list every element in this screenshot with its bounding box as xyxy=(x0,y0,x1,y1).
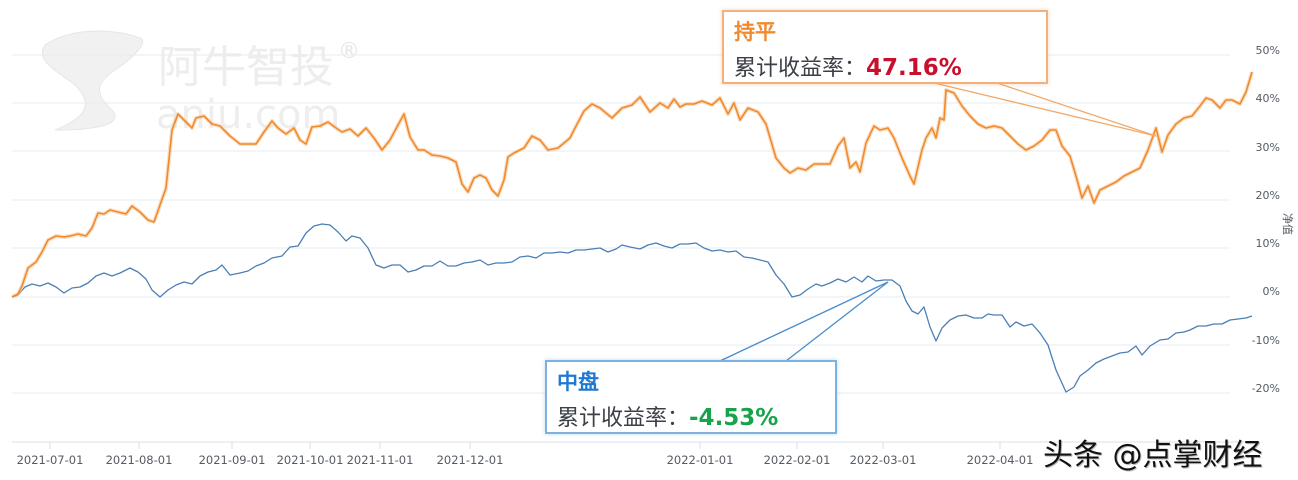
watermark-logo: 阿牛智投 ® aniu.com xyxy=(41,30,360,138)
source-credit: 头条 @点掌财经 xyxy=(1043,438,1263,473)
x-tick: 2021-11-01 xyxy=(347,453,414,467)
watermark-brand-en: aniu.com xyxy=(156,92,340,138)
callout-zhongpan: 中盘 累计收益率：-4.53% xyxy=(545,360,837,434)
x-axis xyxy=(49,442,1001,449)
y-axis-label: 净值 xyxy=(1281,213,1295,235)
callout-return-value: 47.16% xyxy=(866,55,962,81)
callout-pointer-blue xyxy=(719,281,889,362)
watermark-brand-cn: 阿牛智投 xyxy=(158,42,334,93)
x-tick: 2022-04-01 xyxy=(967,453,1034,467)
callout-chiping: 持平 累计收益率：47.16% xyxy=(722,10,1048,84)
y-tick: 20% xyxy=(1256,189,1280,202)
x-tick: 2022-01-01 xyxy=(667,453,734,467)
x-tick: 2021-08-01 xyxy=(106,453,173,467)
x-tick: 2022-03-01 xyxy=(850,453,917,467)
callout-return-row: 累计收益率：47.16% xyxy=(734,50,962,82)
series-line-chiping xyxy=(11,71,1253,298)
registered-mark: ® xyxy=(338,39,360,64)
y-tick: 0% xyxy=(1263,285,1280,298)
y-tick: -20% xyxy=(1252,382,1280,395)
callout-series-name: 中盘 xyxy=(557,370,599,394)
y-tick: 10% xyxy=(1256,237,1280,250)
callout-return-label: 累计收益率： xyxy=(557,406,690,431)
callout-series-name: 持平 xyxy=(734,20,776,44)
x-tick-labels: 2021-07-01 2021-08-01 2021-09-01 2021-10… xyxy=(17,453,1034,467)
series-line-zhongpan xyxy=(11,223,1253,393)
callout-pointer-orange xyxy=(929,81,1157,137)
y-tick: -10% xyxy=(1252,334,1280,347)
callout-return-label: 累计收益率： xyxy=(734,56,867,81)
callout-return-value: -4.53% xyxy=(689,405,779,431)
callout-return-row: 累计收益率：-4.53% xyxy=(557,400,778,432)
y-tick: 40% xyxy=(1256,92,1280,105)
bull-logo-icon xyxy=(41,30,143,131)
x-tick: 2021-09-01 xyxy=(199,453,266,467)
y-tick: 30% xyxy=(1256,141,1280,154)
x-tick: 2021-10-01 xyxy=(277,453,344,467)
x-tick: 2021-12-01 xyxy=(437,453,504,467)
x-tick: 2021-07-01 xyxy=(17,453,84,467)
y-tick: 50% xyxy=(1256,44,1280,57)
x-tick: 2022-02-01 xyxy=(764,453,831,467)
y-axis: 50% 40% 30% 20% 10% 0% -10% -20% 净值 xyxy=(1252,44,1295,395)
